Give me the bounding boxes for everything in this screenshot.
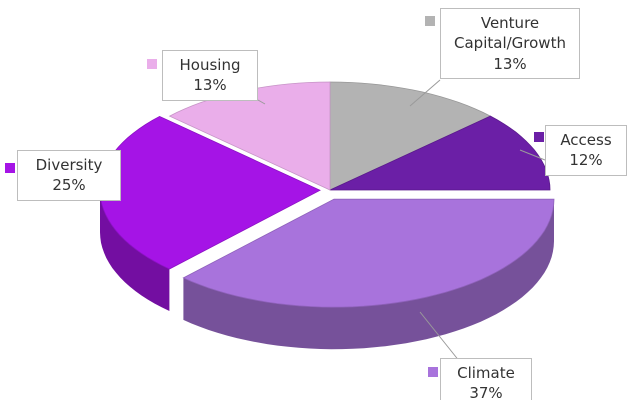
value-label: 13% <box>193 76 227 95</box>
category-label: Access <box>560 131 612 149</box>
category-label: Climate <box>457 364 515 382</box>
leader-line <box>257 99 266 105</box>
slice <box>329 115 551 191</box>
value-label: 13% <box>493 54 527 73</box>
leader-line <box>409 79 441 107</box>
callout: Access 12% <box>545 125 627 176</box>
slice <box>329 81 492 191</box>
category-label: Diversity <box>35 156 103 174</box>
callout: Venture Capital/Growth 13% <box>440 8 580 79</box>
legend-swatch <box>428 367 438 377</box>
category-label: Venture Capital/Growth <box>454 14 566 53</box>
category-label: Housing <box>179 56 241 74</box>
callout: Diversity 25% <box>17 150 121 201</box>
slice <box>182 198 555 308</box>
legend-swatch <box>5 163 15 173</box>
callout: Climate 37% <box>440 358 532 400</box>
legend-swatch <box>534 132 544 142</box>
slice-side <box>183 199 554 350</box>
legend-swatch <box>147 59 157 69</box>
slices <box>99 81 555 350</box>
leader-line <box>419 311 461 363</box>
value-label: 12% <box>569 151 603 170</box>
value-label: 37% <box>469 384 503 400</box>
callout: Housing 13% <box>162 50 258 101</box>
slice-side <box>100 190 170 311</box>
leader-line <box>519 149 546 161</box>
value-label: 25% <box>52 176 86 195</box>
legend-swatch <box>425 16 435 26</box>
